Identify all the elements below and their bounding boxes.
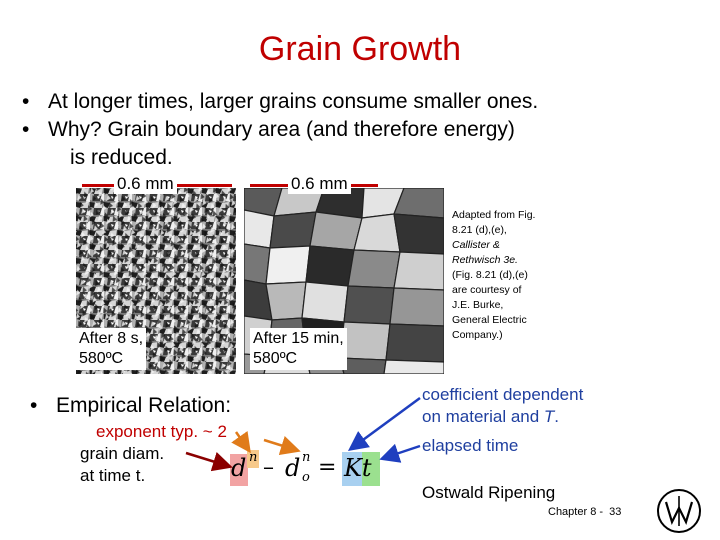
- bullet-3: • Empirical Relation:: [30, 394, 231, 418]
- caption-line: 580ºC: [253, 350, 298, 367]
- caption-line: After 8 s,: [79, 330, 144, 347]
- bullet-2-continued: is reduced.: [70, 146, 173, 169]
- eq-equals: =: [318, 455, 337, 480]
- arrow-exponent: [231, 430, 251, 454]
- elapsed-time-note: elapsed time: [422, 436, 519, 455]
- credit-line: Adapted from Fig.: [452, 209, 536, 221]
- bullet-2-text: Why? Grain boundary area (and therefore …: [48, 118, 515, 141]
- highlight-t-box: [362, 452, 380, 486]
- eq-n: n: [249, 450, 258, 465]
- coefficient-note-period: .: [554, 407, 560, 426]
- eq-minus: –: [263, 455, 274, 480]
- arrow-coefficient: [347, 396, 421, 451]
- bullet-1-text: At longer times, larger grains consume s…: [48, 90, 539, 113]
- credit-line: Callister &: [452, 239, 500, 251]
- caption-line: After 15 min,: [253, 330, 344, 347]
- scale-label-2: 0.6 mm: [288, 174, 351, 194]
- caption-line: 580ºC: [79, 350, 124, 367]
- highlight-d-box: [230, 454, 248, 486]
- credit-line: Rethwisch 3e.: [452, 254, 518, 266]
- time-note: at time t.: [80, 466, 146, 485]
- eq-d: d: [231, 454, 247, 482]
- micrograph-1-caption: After 8 s, 580ºC: [76, 328, 147, 370]
- bullet-1: • At longer times, larger grains consume …: [22, 88, 538, 116]
- coefficient-note-line-2: on material and T.: [422, 406, 583, 428]
- page-number: 33: [609, 506, 622, 518]
- bullet-dot: •: [22, 118, 30, 141]
- arrow-time: [263, 435, 301, 456]
- micrograph-2-caption: After 15 min, 580ºC: [250, 328, 347, 370]
- bullet-2: • Why? Grain boundary area (and therefore…: [22, 116, 515, 144]
- credit-line: General Electric: [452, 314, 527, 326]
- chapter-label: Chapter 8 -: [548, 506, 604, 518]
- arrow-elapsed: [379, 443, 421, 463]
- bullet-dot: •: [22, 90, 30, 113]
- scale-label-1: 0.6 mm: [114, 174, 177, 194]
- exponent-note: exponent typ. ~ 2: [96, 422, 227, 441]
- figure-credit: Adapted from Fig. 8.21 (d),(e), Calliste…: [452, 208, 552, 343]
- eq-o: o: [302, 470, 310, 485]
- publisher-logo-icon: [657, 489, 701, 533]
- credit-line: J.E. Burke,: [452, 299, 504, 311]
- eq-d0: d: [285, 454, 301, 482]
- slide-title: Grain Growth: [258, 30, 462, 68]
- coefficient-note-T: T: [543, 407, 555, 426]
- credit-line: 8.21 (d),(e),: [452, 224, 507, 236]
- credit-line: (Fig. 8.21 (d),(e): [452, 269, 528, 281]
- bullet-dot: •: [30, 394, 38, 417]
- eq-kt: Kt: [344, 454, 372, 482]
- slide-footer: Chapter 8 - 33: [548, 506, 621, 518]
- credit-line: Company.): [452, 329, 503, 341]
- grain-diam-note: grain diam.: [80, 444, 165, 463]
- ostwald-ripening: Ostwald Ripening: [422, 483, 556, 502]
- empirical-label: Empirical Relation:: [56, 394, 232, 417]
- eq-n-2: n: [302, 450, 311, 465]
- coefficient-note: coefficient dependent on material and T.: [422, 384, 583, 428]
- highlight-exponent-box: [247, 450, 259, 468]
- coefficient-note-text: on material and: [422, 407, 544, 426]
- coefficient-note-line-1: coefficient dependent: [422, 385, 584, 404]
- arrow-grain-diam: [185, 451, 233, 472]
- credit-line: are courtesy of: [452, 284, 522, 296]
